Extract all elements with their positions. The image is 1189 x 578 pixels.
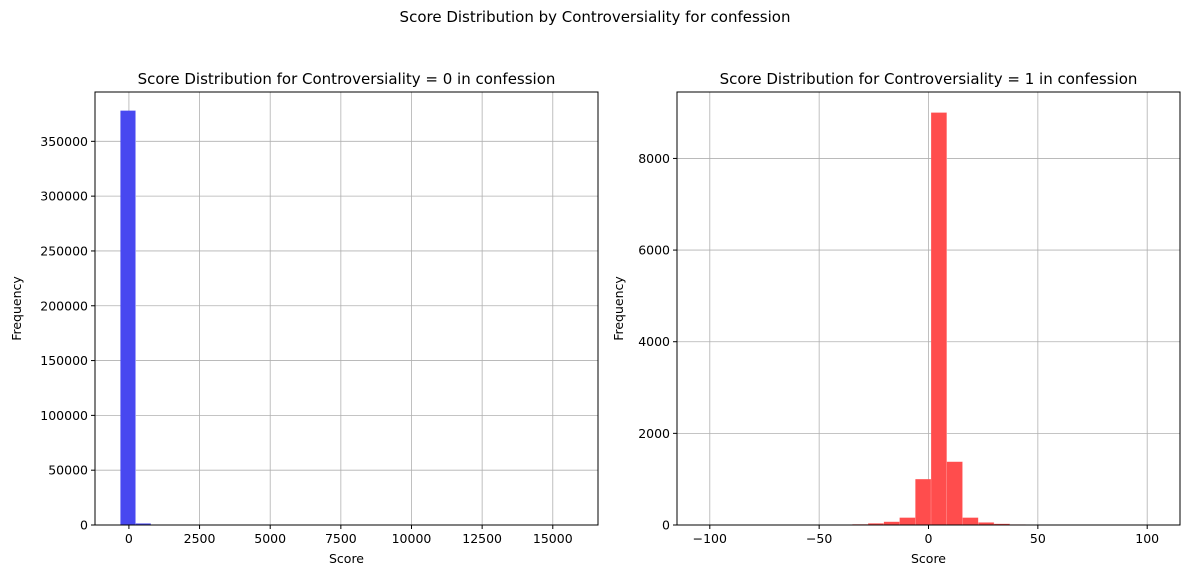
chart-title: Score Distribution for Controversiality … [720, 70, 1138, 88]
x-tick-label: 50 [1030, 531, 1046, 546]
x-tick-label: −100 [693, 531, 727, 546]
x-tick-label: 7500 [325, 531, 357, 546]
x-axis-label: Score [911, 551, 946, 566]
y-tick-label: 150000 [40, 353, 88, 368]
y-tick-label: 250000 [40, 243, 88, 258]
x-tick-label: 12500 [462, 531, 502, 546]
y-tick-label: 4000 [638, 334, 670, 349]
y-axis-ticks: 0 2000 4000 6000 8000 [638, 151, 677, 533]
y-tick-label: 8000 [638, 151, 670, 166]
axes-frame [95, 92, 598, 525]
y-tick-label: 2000 [638, 426, 670, 441]
histogram-bar [947, 462, 963, 525]
chart-title: Score Distribution for Controversiality … [138, 70, 556, 88]
figure-suptitle: Score Distribution by Controversiality f… [400, 8, 791, 26]
x-tick-label: 5000 [254, 531, 286, 546]
y-tick-label: 50000 [48, 463, 88, 478]
histogram-bar [963, 518, 979, 525]
histogram-bar [931, 113, 947, 525]
x-axis-ticks: −100 −50 0 50 100 [693, 525, 1160, 546]
x-tick-label: 2500 [184, 531, 216, 546]
histogram-bar [120, 111, 135, 525]
histogram-bars [695, 113, 1152, 525]
x-tick-label: 0 [125, 531, 133, 546]
y-axis-label: Frequency [611, 276, 626, 341]
histogram-bar [915, 479, 931, 525]
y-tick-label: 6000 [638, 243, 670, 258]
grid [95, 92, 598, 525]
x-tick-label: 10000 [392, 531, 432, 546]
y-tick-label: 350000 [40, 134, 88, 149]
y-tick-label: 0 [80, 518, 88, 533]
x-axis-ticks: 0 2500 5000 7500 10000 12500 15000 [125, 525, 573, 546]
x-tick-label: 100 [1135, 531, 1159, 546]
histogram-bar [900, 518, 916, 525]
y-axis-label: Frequency [9, 276, 24, 341]
y-tick-label: 200000 [40, 298, 88, 313]
x-tick-label: 15000 [533, 531, 573, 546]
y-tick-label: 100000 [40, 408, 88, 423]
histogram-bars [120, 111, 181, 525]
x-tick-label: −50 [806, 531, 832, 546]
histogram-chart-controversiality-1: −100 −50 0 50 100 0 2000 4000 6000 8000 Score Dist… [611, 70, 1180, 566]
x-axis-label: Score [329, 551, 364, 566]
grid [677, 92, 1180, 525]
y-axis-ticks: 0 50000 100000 150000 200000 250000 300000 3500… [40, 134, 95, 533]
x-tick-label: 0 [925, 531, 933, 546]
y-tick-label: 300000 [40, 189, 88, 204]
y-tick-label: 0 [662, 518, 670, 533]
